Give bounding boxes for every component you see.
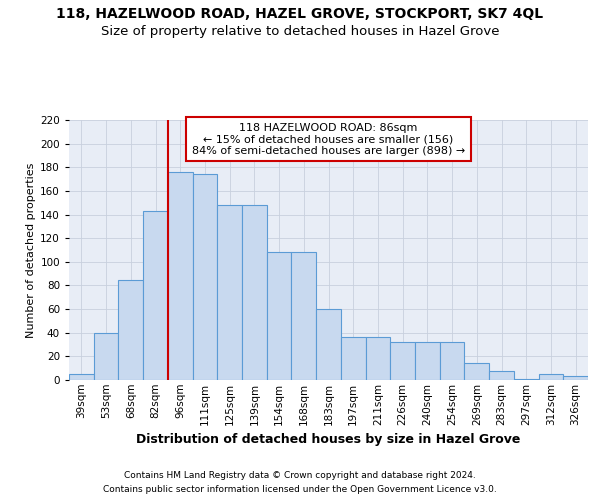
Bar: [390, 342, 415, 380]
Bar: [539, 374, 563, 380]
Bar: [267, 252, 292, 380]
Text: Contains public sector information licensed under the Open Government Licence v3: Contains public sector information licen…: [103, 485, 497, 494]
Bar: [415, 342, 440, 380]
Bar: [143, 211, 168, 380]
Bar: [292, 252, 316, 380]
Bar: [514, 379, 539, 380]
X-axis label: Distribution of detached houses by size in Hazel Grove: Distribution of detached houses by size …: [136, 433, 521, 446]
Bar: [242, 205, 267, 380]
Bar: [489, 370, 514, 380]
Bar: [217, 205, 242, 380]
Bar: [94, 332, 118, 380]
Bar: [440, 342, 464, 380]
Bar: [69, 374, 94, 380]
Text: 118, HAZELWOOD ROAD, HAZEL GROVE, STOCKPORT, SK7 4QL: 118, HAZELWOOD ROAD, HAZEL GROVE, STOCKP…: [56, 8, 544, 22]
Text: Size of property relative to detached houses in Hazel Grove: Size of property relative to detached ho…: [101, 25, 499, 38]
Y-axis label: Number of detached properties: Number of detached properties: [26, 162, 36, 338]
Text: Contains HM Land Registry data © Crown copyright and database right 2024.: Contains HM Land Registry data © Crown c…: [124, 471, 476, 480]
Bar: [316, 309, 341, 380]
Bar: [193, 174, 217, 380]
Bar: [168, 172, 193, 380]
Bar: [341, 338, 365, 380]
Bar: [563, 376, 588, 380]
Bar: [365, 338, 390, 380]
Text: 118 HAZELWOOD ROAD: 86sqm
← 15% of detached houses are smaller (156)
84% of semi: 118 HAZELWOOD ROAD: 86sqm ← 15% of detac…: [192, 122, 465, 156]
Bar: [118, 280, 143, 380]
Bar: [464, 364, 489, 380]
